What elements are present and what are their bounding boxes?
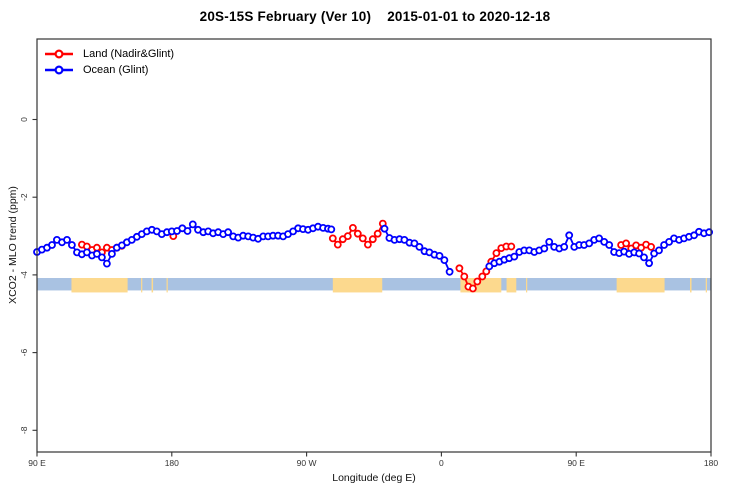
data-point-marker <box>647 242 655 251</box>
data-point-marker <box>492 249 501 258</box>
data-point-marker <box>183 227 192 235</box>
data-point-marker <box>363 240 372 249</box>
data-point-marker <box>328 234 337 243</box>
data-point-marker <box>635 249 643 258</box>
data-point-marker <box>585 239 594 248</box>
legend-item: Ocean (Glint) <box>44 62 174 77</box>
map-strip-land <box>166 278 168 293</box>
data-point-marker <box>478 272 487 281</box>
legend-label: Land (Nadir&Glint) <box>83 47 175 60</box>
data-point-marker <box>333 240 342 249</box>
data-point-marker <box>655 246 663 255</box>
data-point-marker <box>415 242 424 251</box>
chart-title-dates: 2015-01-01 to 2020-12-18 <box>387 9 551 24</box>
map-strip-band <box>37 278 711 293</box>
legend-label: Ocean (Glint) <box>83 63 149 76</box>
map-strip-land <box>151 278 154 293</box>
map-strip-land <box>506 278 517 293</box>
data-point-marker <box>460 272 469 281</box>
data-point-marker <box>665 237 673 246</box>
data-point-marker <box>468 284 477 293</box>
data-point-marker <box>690 231 698 240</box>
data-point-marker <box>540 244 549 253</box>
y-tick-label: -4 <box>19 271 29 279</box>
x-tick-label: 90 E <box>567 458 585 468</box>
data-point-marker <box>410 239 419 248</box>
y-axis-label: XCO2 - MLO trend (ppm) <box>7 186 19 304</box>
plot-border <box>36 38 712 453</box>
data-point-marker <box>640 253 648 262</box>
data-point-marker <box>63 235 71 244</box>
data-point-marker <box>440 256 449 265</box>
data-point-marker <box>373 229 382 238</box>
legend-line-marker-icon <box>45 64 73 75</box>
y-tick-label: -6 <box>19 349 29 357</box>
data-point-marker <box>224 228 233 237</box>
data-point-marker <box>380 224 389 233</box>
data-point-marker <box>510 252 519 261</box>
data-point-marker <box>560 242 569 251</box>
x-tick-label: 180 <box>165 458 179 468</box>
data-point-marker <box>343 232 352 241</box>
data-point-marker <box>108 249 116 258</box>
map-strip-land <box>690 278 692 293</box>
data-point-marker <box>473 277 482 286</box>
map-strip-land <box>141 278 143 293</box>
x-tick-label: 0 <box>439 458 444 468</box>
x-tick-label: 90 E <box>28 458 46 468</box>
series-line <box>383 228 451 273</box>
map-strip-land <box>616 278 665 293</box>
data-point-marker <box>545 237 554 246</box>
data-point-marker <box>48 241 56 249</box>
legend-line-marker-icon <box>45 48 73 59</box>
data-point-marker <box>353 229 362 238</box>
x-axis-ticks: 90 E 180 90 W 0 90 E 180 <box>28 452 718 468</box>
data-point-marker <box>645 259 653 268</box>
data-point-marker <box>68 241 76 249</box>
map-strip-land <box>705 278 707 293</box>
data-point-marker <box>93 249 101 258</box>
data-point-marker <box>622 239 630 248</box>
data-point-marker <box>348 223 357 232</box>
x-tick-label: 90 W <box>297 458 317 468</box>
data-point-marker <box>103 259 111 268</box>
y-axis-ticks: 0 -2 -4 -6 -8 <box>19 117 37 434</box>
data-point-marker <box>455 264 464 273</box>
data-point-marker <box>188 220 197 229</box>
legend: Land (Nadir&Glint) Ocean (Glint) <box>44 46 174 77</box>
x-tick-label: 180 <box>704 458 718 468</box>
x-axis-label: Longitude (deg E) <box>332 472 416 484</box>
data-point-marker <box>368 235 377 244</box>
data-point-marker <box>358 234 367 243</box>
y-tick-label: -8 <box>19 426 29 434</box>
data-point-marker <box>595 234 603 243</box>
map-strip-land <box>526 278 528 293</box>
y-tick-label: -2 <box>19 193 29 201</box>
map-strip-land <box>71 278 128 293</box>
data-point-marker <box>445 267 454 276</box>
series-ocean <box>33 220 713 276</box>
map-strip-land <box>332 278 383 293</box>
data-point-marker <box>605 241 614 249</box>
data-point-marker <box>507 242 516 251</box>
data-point-marker <box>565 231 574 240</box>
chart-title: 20S-15S February (Ver 10) 2015-01-01 to … <box>0 9 750 24</box>
legend-item: Land (Nadir&Glint) <box>44 46 174 61</box>
y-tick-label: 0 <box>19 117 29 122</box>
data-point-marker <box>327 225 336 234</box>
data-point-marker <box>98 253 106 262</box>
data-point-marker <box>435 251 444 260</box>
chart-title-region: 20S-15S February (Ver 10) <box>199 9 372 24</box>
